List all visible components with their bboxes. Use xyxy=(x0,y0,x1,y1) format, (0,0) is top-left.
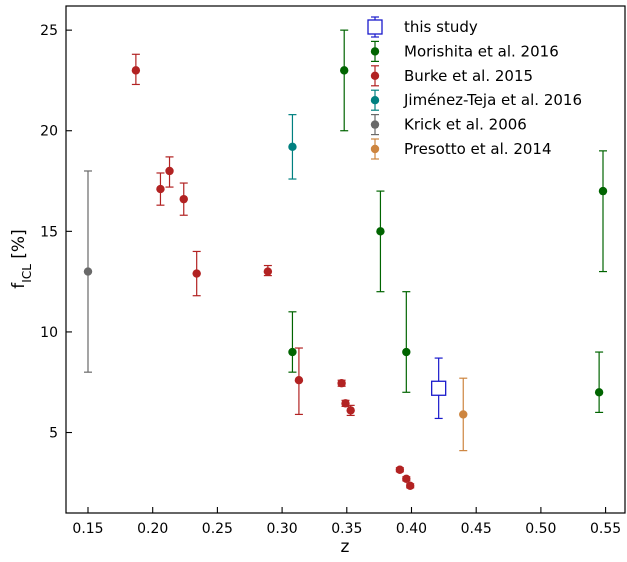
square-marker xyxy=(431,380,447,396)
legend-label: Burke et al. 2015 xyxy=(404,67,533,85)
x-tick-label: 0.55 xyxy=(590,521,621,537)
data-point xyxy=(156,172,165,206)
legend-label: Krick et al. 2006 xyxy=(404,116,527,134)
legend-label: this study xyxy=(404,18,478,36)
legend-circle-marker xyxy=(370,144,380,154)
x-axis-label: z xyxy=(341,537,350,557)
y-tick-label: 10 xyxy=(40,325,58,341)
circle-marker xyxy=(402,347,411,357)
data-point xyxy=(402,474,411,483)
x-tick-label: 0.40 xyxy=(396,521,427,537)
data-point xyxy=(459,377,468,452)
circle-marker xyxy=(179,194,188,204)
y-tick-label: 5 xyxy=(49,426,58,442)
circle-marker xyxy=(288,347,297,357)
data-point xyxy=(405,481,415,491)
data-point xyxy=(192,250,201,297)
legend: this study Morishita et al. 2016 Burke et … xyxy=(367,16,582,160)
circle-marker xyxy=(131,66,141,75)
circle-marker xyxy=(594,388,604,397)
legend-entry: Morishita et al. 2016 xyxy=(370,40,559,63)
circle-marker xyxy=(376,227,385,236)
data-point xyxy=(165,156,174,188)
y-tick-label: 15 xyxy=(40,224,58,240)
y-axis-label-unit: [%] xyxy=(9,229,29,264)
x-tick-label: 0.15 xyxy=(72,521,103,537)
y-axis-label-main: f xyxy=(9,282,29,289)
data-point xyxy=(594,351,604,414)
legend-circle-marker xyxy=(370,120,380,129)
circle-marker xyxy=(340,66,349,75)
data-point xyxy=(431,357,447,420)
circle-marker xyxy=(395,465,405,474)
y-tick-label: 20 xyxy=(40,124,58,140)
circle-marker xyxy=(459,410,468,419)
y-axis-label: fICL [%] xyxy=(9,229,34,288)
x-tick-label: 0.45 xyxy=(461,521,492,537)
circle-marker xyxy=(165,166,174,176)
y-axis-ticks: 5 10 15 20 25 xyxy=(40,23,72,442)
data-points xyxy=(83,29,608,491)
data-point xyxy=(288,311,297,373)
y-axis-label-subscript: ICL xyxy=(20,264,34,283)
circle-marker xyxy=(341,399,350,408)
x-axis-ticks: 0.15 0.20 0.25 0.30 0.35 0.40 0.45 0.50 0.55 xyxy=(72,507,621,537)
legend-entry: this study xyxy=(367,16,478,38)
legend-label: Morishita et al. 2016 xyxy=(404,42,559,60)
legend-square-marker xyxy=(367,19,383,35)
circle-marker xyxy=(598,186,608,196)
data-point xyxy=(131,53,141,86)
data-point xyxy=(402,291,411,393)
legend-entry: Burke et al. 2015 xyxy=(370,65,533,87)
plot-frame xyxy=(65,5,626,514)
circle-marker xyxy=(83,267,93,276)
data-point xyxy=(83,170,93,373)
data-point xyxy=(340,29,349,132)
data-point xyxy=(395,465,405,474)
x-tick-label: 0.50 xyxy=(525,521,556,537)
data-point xyxy=(376,190,385,293)
circle-marker xyxy=(337,379,346,388)
circle-marker xyxy=(156,184,165,194)
x-tick-label: 0.25 xyxy=(202,521,233,537)
y-tick-label: 25 xyxy=(40,23,58,39)
legend-entry: Presotto et al. 2014 xyxy=(370,138,552,160)
data-point xyxy=(337,379,346,388)
x-tick-label: 0.20 xyxy=(137,521,168,537)
legend-circle-marker xyxy=(370,96,380,105)
legend-label: Jiménez-Teja et al. 2016 xyxy=(403,91,582,109)
data-point xyxy=(263,264,273,277)
data-point xyxy=(294,347,304,416)
x-tick-label: 0.35 xyxy=(331,521,362,537)
circle-marker xyxy=(402,474,411,483)
circle-marker xyxy=(192,269,201,278)
data-point xyxy=(341,399,350,408)
legend-label: Presotto et al. 2014 xyxy=(404,140,552,158)
legend-entry: Jiménez-Teja et al. 2016 xyxy=(370,89,582,111)
circle-marker xyxy=(294,376,304,385)
data-point xyxy=(179,182,188,216)
data-point xyxy=(346,404,355,417)
legend-circle-marker xyxy=(370,47,380,56)
circle-marker xyxy=(288,142,297,152)
data-point xyxy=(598,150,608,273)
circle-marker xyxy=(405,481,415,491)
legend-entry: Krick et al. 2006 xyxy=(370,113,527,136)
circle-marker xyxy=(263,267,273,276)
legend-circle-marker xyxy=(370,71,380,81)
circle-marker xyxy=(346,406,355,415)
data-point xyxy=(288,114,297,180)
x-tick-label: 0.30 xyxy=(267,521,298,537)
